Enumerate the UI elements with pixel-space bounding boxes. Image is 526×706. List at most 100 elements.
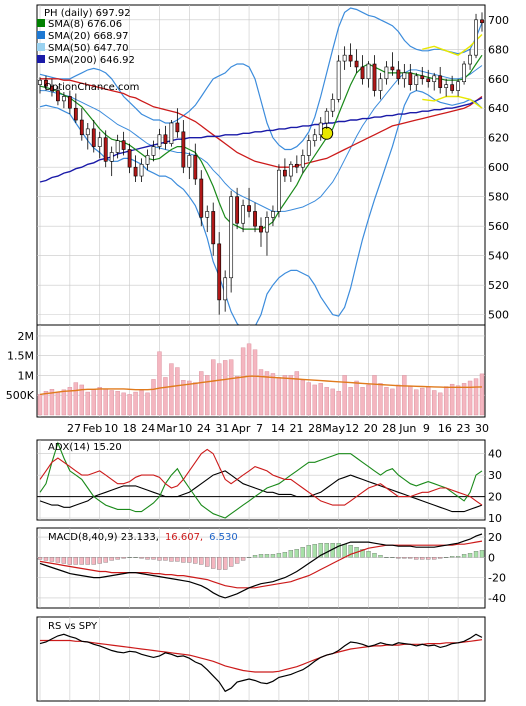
candle-body [294, 163, 299, 168]
candle-body [462, 63, 466, 83]
volume-bar [169, 363, 174, 416]
adx-lines [39, 441, 483, 519]
macd-histogram-bar [312, 544, 317, 558]
date-tick: 20 [364, 422, 378, 435]
legend-entry: SMA(200) 646.92 [48, 55, 135, 66]
candle-body [229, 196, 234, 279]
candle-body [438, 75, 443, 88]
volume-bar [240, 347, 246, 416]
price-y-tick: 600 [488, 161, 509, 174]
volume-bar [437, 392, 443, 416]
date-tick: 10 [178, 422, 192, 435]
volume-bar [133, 391, 138, 416]
legend-entry: SMA(50) 647.70 [48, 43, 129, 54]
macd-histogram-bar [115, 557, 120, 560]
candle-body [318, 122, 323, 136]
volume-bar [205, 375, 210, 416]
macd-histogram-bar [61, 557, 67, 564]
volume-bar [222, 360, 228, 416]
bollinger-upper-line [39, 7, 483, 151]
volume-bar [193, 382, 198, 416]
volume-bar [43, 391, 49, 416]
macd-histogram-bar [205, 557, 210, 567]
macd-histogram-bar [109, 557, 114, 561]
legend-entry: SMA(20) 668.97 [48, 31, 129, 42]
macd-histogram-bar [145, 557, 150, 560]
macd-signal-line [39, 540, 483, 589]
macd-y-tick: -20 [488, 572, 506, 585]
candle-body [456, 81, 461, 91]
candle-body [306, 140, 311, 156]
candle-body [103, 137, 108, 162]
macd-histogram-bar [169, 557, 174, 562]
macd-histogram-bar [252, 555, 258, 558]
macd-histogram-bar [175, 557, 180, 562]
volume-bar [37, 394, 43, 416]
volume-bar [366, 384, 371, 416]
price-y-tick: 560 [488, 220, 509, 233]
adx-line [39, 470, 483, 513]
volume-y-axis: 2M 1.5M 1M 500K [6, 330, 35, 402]
volume-bar [414, 389, 419, 416]
candle-body [85, 128, 90, 136]
macd-histogram-bar [438, 557, 443, 559]
candle-body [480, 19, 484, 24]
date-tick: 24 [141, 422, 155, 435]
volume-bar [396, 384, 401, 416]
volume-bar [408, 386, 413, 416]
macd-lines [39, 533, 483, 599]
candle-body [211, 211, 216, 245]
volume-bar [467, 380, 473, 416]
candle-body [127, 149, 132, 168]
yellow-lower-line [422, 95, 483, 109]
candle-body [259, 225, 263, 233]
price-panel: 500 520 540 560 580 600 620 640 660 680 700 PH (da… [36, 4, 509, 330]
candle-body [432, 75, 437, 83]
price-y-tick: 700 [488, 14, 509, 27]
legend-swatch [37, 19, 45, 27]
volume-y-tick: 500K [6, 389, 35, 402]
date-tick: Apr [231, 422, 251, 435]
volume-average-line [39, 375, 483, 396]
volume-bar [288, 375, 294, 416]
date-tick: 12 [345, 422, 359, 435]
macd-histogram-bar [467, 553, 473, 558]
volume-bar [67, 387, 73, 416]
adx-y-axis: 40 30 20 10 [488, 448, 502, 525]
candle-body [342, 54, 347, 62]
chart-title: PH (daily) 697.92 [44, 8, 131, 19]
macd-histogram-bar [420, 557, 425, 560]
macd-histogram-bar [473, 551, 479, 558]
volume-bar [360, 387, 365, 416]
volume-bar [175, 367, 180, 416]
macd-histogram-bar [479, 550, 485, 558]
volume-bar [115, 391, 120, 416]
macd-histogram-bar [133, 557, 138, 559]
candle-body [79, 119, 84, 136]
legend-swatch [37, 43, 45, 51]
candle-body [205, 211, 210, 218]
candle-body [97, 137, 102, 147]
candle-body [474, 19, 478, 56]
volume-bar [372, 375, 377, 416]
volume-bar [330, 388, 335, 416]
volume-bar [109, 390, 114, 416]
candle-body [468, 54, 472, 65]
price-legend: PH (daily) 697.92 OptionChance.com SMA(8… [37, 8, 139, 93]
date-tick: 27 [67, 422, 81, 435]
candle-body [109, 152, 114, 162]
candle-body [271, 211, 275, 218]
volume-bar [276, 377, 282, 416]
candle-body [288, 163, 293, 177]
volume-bar [216, 363, 222, 416]
volume-bar [127, 394, 132, 416]
rs-legend: RS vs SPY [48, 621, 98, 632]
macd-histogram-bar [408, 557, 413, 559]
volume-bar [270, 373, 276, 416]
price-y-tick: 620 [488, 132, 509, 145]
volume-bar [318, 383, 323, 416]
macd-histogram-bar [372, 553, 377, 558]
candle-body [235, 196, 240, 224]
candle-body [426, 78, 431, 83]
macd-histogram-bar [342, 544, 347, 558]
